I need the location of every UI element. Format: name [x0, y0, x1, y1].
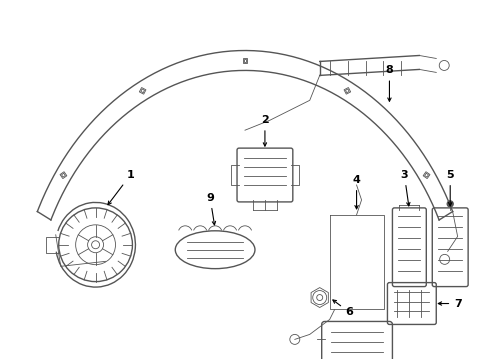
Text: 2: 2 — [261, 115, 269, 146]
Circle shape — [447, 201, 453, 207]
Text: 8: 8 — [386, 66, 393, 101]
Text: 1: 1 — [108, 170, 134, 205]
Text: 5: 5 — [446, 170, 454, 206]
Text: 9: 9 — [206, 193, 216, 225]
Text: 3: 3 — [400, 170, 410, 206]
Text: 4: 4 — [353, 175, 361, 209]
Text: 7: 7 — [438, 298, 462, 309]
Text: 6: 6 — [333, 300, 353, 318]
